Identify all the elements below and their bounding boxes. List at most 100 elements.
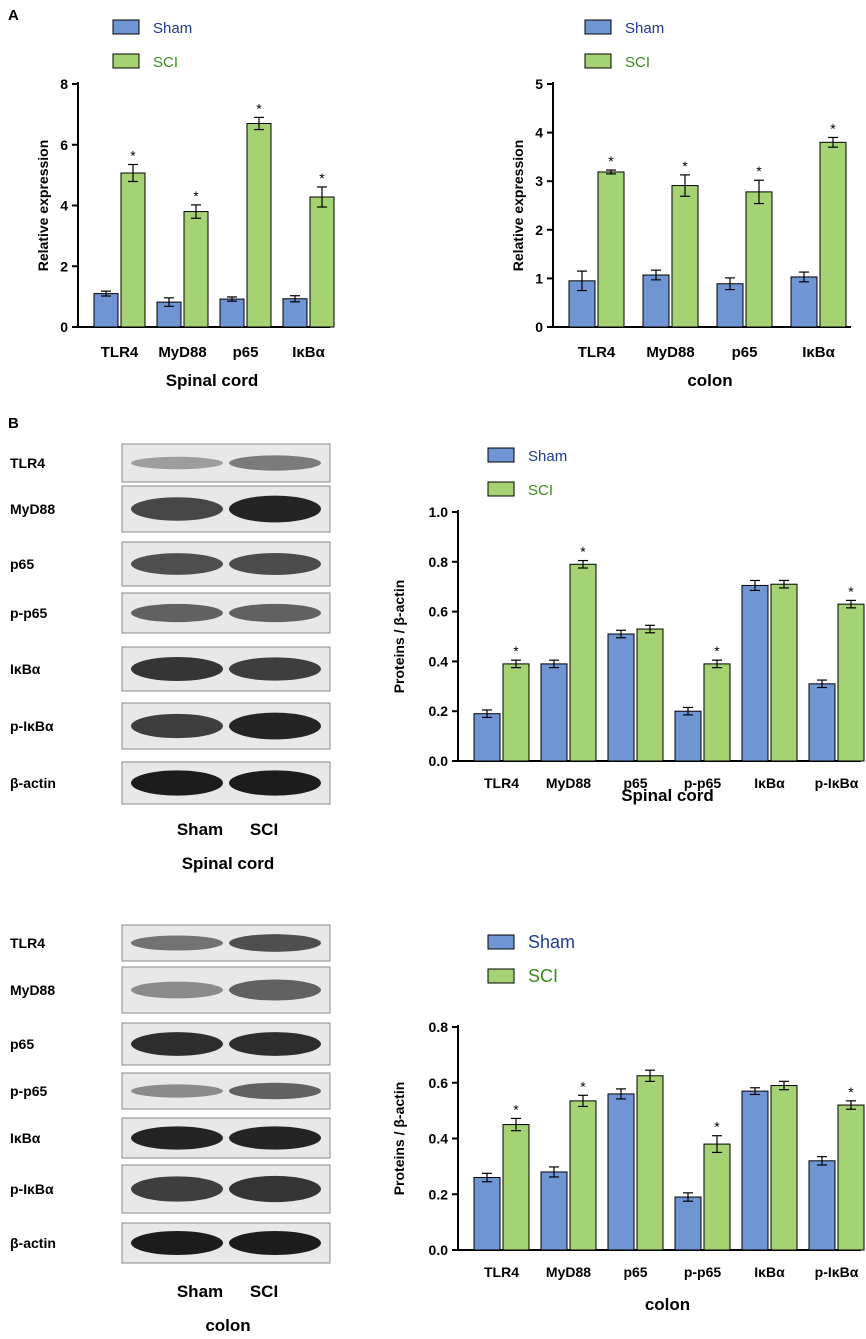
significance-mark: * xyxy=(848,583,854,599)
bar-sham xyxy=(607,1093,635,1251)
bar-sham xyxy=(716,283,744,328)
y-tick-label: 4 xyxy=(535,125,543,141)
bar-sci xyxy=(703,663,731,762)
blot-band xyxy=(229,770,321,796)
blot-band xyxy=(229,657,321,681)
legend-swatch-sci xyxy=(487,481,515,497)
y-tick-label: 5 xyxy=(535,76,543,92)
x-tick-label: IκBα xyxy=(292,344,325,361)
x-tick-label: TLR4 xyxy=(484,775,519,791)
x-tick-label: p-IκBα xyxy=(815,1264,859,1280)
significance-mark: * xyxy=(193,188,199,204)
bar-sci xyxy=(770,583,798,762)
significance-mark: * xyxy=(714,643,720,659)
blot-band xyxy=(229,1032,321,1056)
x-axis-label: colon xyxy=(645,1295,690,1314)
y-tick-label: 0 xyxy=(60,319,68,335)
bar-sci xyxy=(502,663,530,762)
x-tick-label: IκBα xyxy=(754,775,785,791)
chart-spinal-cord-protein: Sham SCI 0.0 0.2 0.4 0.6 0.8 1.0 Proteins / β-ac… xyxy=(391,447,865,805)
legend-label-sham: Sham xyxy=(528,448,567,465)
legend-swatch-sci xyxy=(487,968,515,984)
bar-sham xyxy=(540,663,568,762)
bar-sci xyxy=(745,191,773,328)
y-tick-label: 0.8 xyxy=(429,554,449,570)
y-tick-label: 2 xyxy=(60,258,68,274)
bar-sham xyxy=(790,276,818,328)
y-tick-label: 2 xyxy=(535,222,543,238)
legend-swatch-sham xyxy=(487,934,515,950)
x-tick-label: MyD88 xyxy=(546,1264,591,1280)
blot-band xyxy=(131,935,223,951)
blot-band xyxy=(229,979,321,1001)
blot-row-label: p-p65 xyxy=(10,1083,48,1099)
chart-colon-protein: Sham SCI 0.0 0.2 0.4 0.6 0.8 Proteins / β-actin… xyxy=(391,932,865,1314)
blot-caption: Spinal cord xyxy=(182,854,275,873)
bar-sham xyxy=(674,710,702,762)
legend-swatch-sham xyxy=(487,447,515,463)
y-tick-label: 3 xyxy=(535,173,543,189)
x-tick-label: p65 xyxy=(233,344,259,361)
bar-sham xyxy=(674,1196,702,1251)
blot-band xyxy=(131,456,223,470)
bar-sci xyxy=(246,122,272,328)
bar-sci xyxy=(636,628,664,762)
blot-band xyxy=(229,455,321,471)
bar-sci xyxy=(837,1104,865,1251)
significance-mark: * xyxy=(513,1101,519,1117)
blot-row-label: p-p65 xyxy=(10,605,48,621)
x-tick-label: IκBα xyxy=(802,344,835,361)
y-tick-label: 4 xyxy=(60,198,68,214)
significance-mark: * xyxy=(580,1078,586,1094)
blot-row-label: IκBα xyxy=(10,661,41,677)
x-tick-label: p-p65 xyxy=(684,1264,722,1280)
y-axis-label: Relative expression xyxy=(35,140,51,272)
bar-sci xyxy=(636,1075,664,1251)
blot-lane-label: Sham xyxy=(177,1282,223,1301)
blot-band xyxy=(229,603,321,623)
bar-sci xyxy=(671,185,699,328)
significance-mark: * xyxy=(130,147,136,163)
y-tick-label: 1.0 xyxy=(429,504,449,520)
x-tick-label: IκBα xyxy=(754,1264,785,1280)
y-tick-label: 0.8 xyxy=(429,1019,449,1035)
panel-label-a: A xyxy=(8,7,19,24)
blot-caption: colon xyxy=(205,1316,250,1335)
blot-band xyxy=(131,981,223,999)
y-tick-label: 0.4 xyxy=(429,1131,449,1147)
y-tick-label: 1 xyxy=(535,270,543,286)
legend-label-sham: Sham xyxy=(153,20,192,37)
bar-sham xyxy=(808,683,836,762)
bar-sham xyxy=(741,584,769,762)
bar-sci xyxy=(703,1143,731,1251)
bar-sci xyxy=(502,1124,530,1251)
bar-sci xyxy=(183,211,209,328)
chart-spinal-cord-mrna: Sham SCI 0 2 4 6 8 Relative expression Spinal co… xyxy=(35,19,335,390)
blot-row-label: TLR4 xyxy=(10,935,45,951)
x-tick-label: p-IκBα xyxy=(815,775,859,791)
blot-row-label: MyD88 xyxy=(10,501,55,517)
bar-sham xyxy=(473,713,501,762)
blot-band xyxy=(131,1032,223,1056)
x-tick-label: p-p65 xyxy=(684,775,722,791)
blot-band xyxy=(229,1231,321,1255)
significance-mark: * xyxy=(319,170,325,186)
y-tick-label: 0 xyxy=(535,319,543,335)
significance-mark: * xyxy=(580,544,586,560)
blot-row-label: TLR4 xyxy=(10,455,45,471)
western-blot-spinal-cord: TLR4 MyD88 p65 p-p65 IκBα p-IκBα β-actin Sham SC… xyxy=(10,443,331,873)
x-tick-label: MyD88 xyxy=(546,775,591,791)
y-tick-label: 0.6 xyxy=(429,1075,449,1091)
blot-band xyxy=(131,1084,223,1098)
significance-mark: * xyxy=(714,1119,720,1135)
significance-mark: * xyxy=(608,153,614,169)
x-axis-label: colon xyxy=(687,371,732,390)
blot-band xyxy=(229,495,321,523)
legend-swatch-sham xyxy=(112,19,140,35)
bar-sham xyxy=(741,1090,769,1251)
y-tick-label: 0.2 xyxy=(429,1186,449,1202)
bar-sham xyxy=(93,293,119,328)
x-tick-label: p65 xyxy=(623,775,647,791)
legend-label-sham: Sham xyxy=(528,932,575,952)
bar-sci xyxy=(819,141,847,328)
